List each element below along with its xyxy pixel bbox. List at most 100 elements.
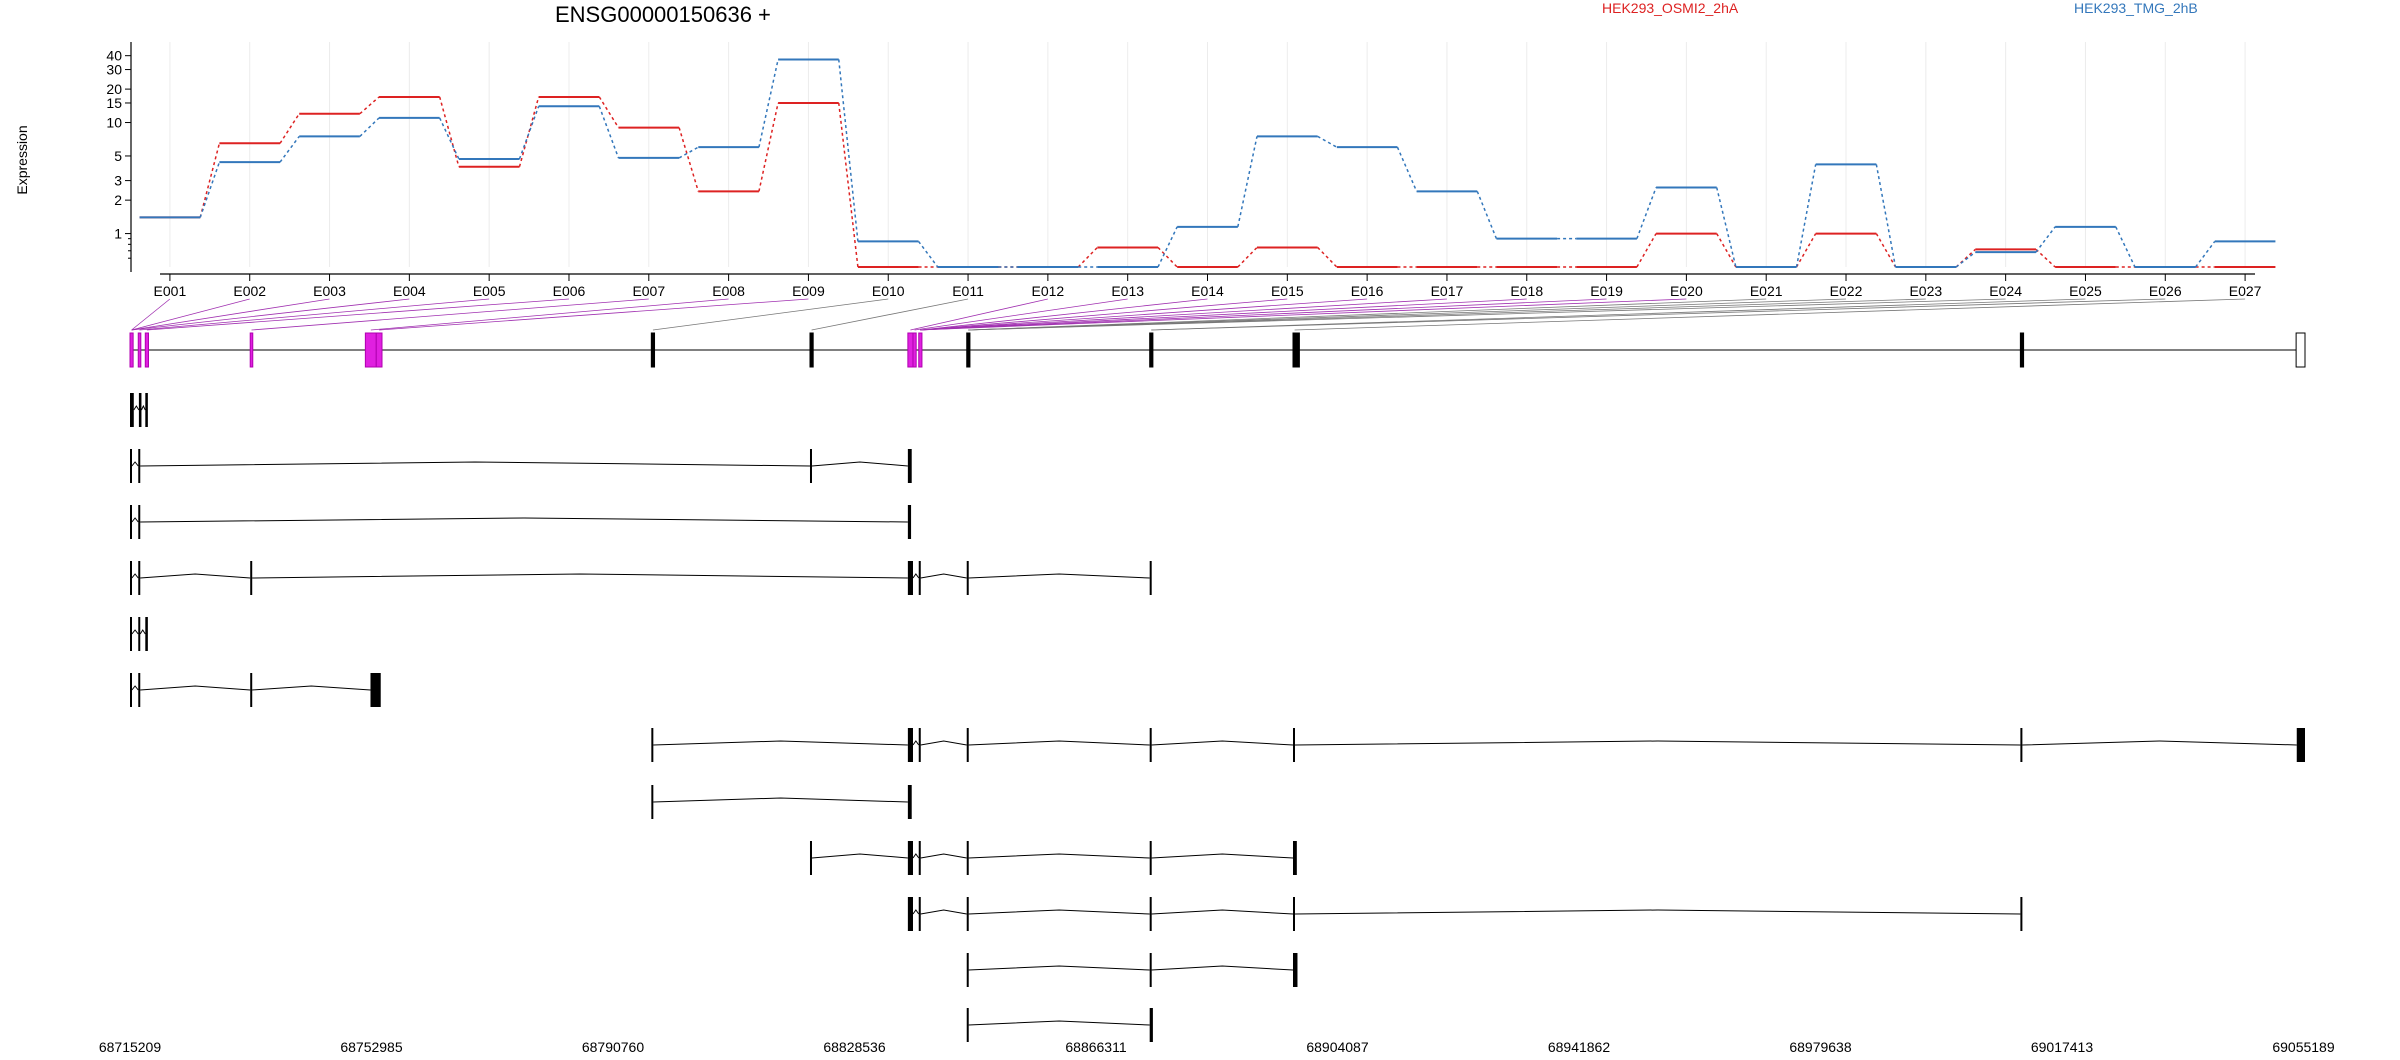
exon-box xyxy=(809,332,814,368)
intron-line xyxy=(131,629,139,635)
transcript-exon xyxy=(918,728,921,762)
series-connector xyxy=(518,106,540,160)
exon-box xyxy=(1295,332,1300,368)
transcript-exon xyxy=(130,449,132,483)
transcript-exon xyxy=(907,897,913,931)
x-tick-label: E025 xyxy=(2069,283,2102,299)
intron-line xyxy=(141,404,146,411)
intron-line xyxy=(968,1020,1150,1026)
x-tick-label: E012 xyxy=(1032,283,1065,299)
series-connector xyxy=(1476,191,1498,239)
transcript-exon xyxy=(250,673,253,707)
transcript-row xyxy=(809,841,1297,875)
genomic-coordinate-label: 68979638 xyxy=(1789,1039,1852,1055)
intron-line xyxy=(131,461,139,467)
exon-connector xyxy=(920,298,1527,331)
series-connector xyxy=(1237,246,1258,268)
intron-line xyxy=(131,517,139,523)
exon-connector xyxy=(1294,298,2246,331)
exon-box xyxy=(966,332,971,368)
series-connector xyxy=(2115,226,2136,268)
transcript-row xyxy=(130,673,381,707)
x-tick-label: E008 xyxy=(712,283,745,299)
transcript-exon xyxy=(651,785,654,819)
transcript-exon xyxy=(138,449,141,483)
intron-line xyxy=(2022,740,2297,746)
series-connector xyxy=(1715,187,1737,268)
y-tick-label: 30 xyxy=(106,62,122,78)
series-connector xyxy=(1636,187,1657,239)
exon-connector xyxy=(920,298,1447,331)
series-connector xyxy=(838,59,859,242)
exon-connector xyxy=(131,298,330,331)
x-tick-label: E011 xyxy=(952,283,984,299)
intron-line xyxy=(140,685,251,691)
transcript-row xyxy=(651,785,912,819)
series-connector xyxy=(598,96,620,129)
exon-box xyxy=(144,332,149,368)
exon-connector xyxy=(139,298,490,331)
transcript-row xyxy=(966,1008,1153,1042)
transcript-exon xyxy=(130,617,132,651)
exon-connector xyxy=(811,298,969,331)
genomic-coordinate-label: 68866311 xyxy=(1065,1039,1126,1055)
x-tick-label: E024 xyxy=(1989,283,2022,299)
transcript-exon xyxy=(966,841,969,875)
transcript-exon xyxy=(966,728,969,762)
transcript-row xyxy=(130,617,148,651)
intron-line xyxy=(968,573,1150,579)
intron-line xyxy=(653,797,908,803)
transcript-exon xyxy=(966,897,969,931)
transcript-exon xyxy=(1292,953,1298,987)
series-connector xyxy=(359,117,380,137)
x-tick-label: E016 xyxy=(1351,283,1384,299)
series-2 xyxy=(139,58,2276,268)
exon-box xyxy=(912,332,917,368)
transcript-exon xyxy=(130,505,132,539)
transcript-row xyxy=(966,953,1298,987)
transcript-row xyxy=(651,728,2305,762)
y-tick-label: 40 xyxy=(106,48,122,64)
transcript-exon xyxy=(966,1008,969,1042)
exon-connector xyxy=(370,298,729,331)
x-tick-label: E026 xyxy=(2149,283,2182,299)
y-tick-label: 1 xyxy=(114,226,122,242)
intron-line xyxy=(968,853,1150,859)
y-tick-label: 15 xyxy=(106,95,122,111)
series-connector xyxy=(438,96,460,167)
y-tick-label: 2 xyxy=(114,192,122,208)
intron-line xyxy=(131,573,139,579)
legend-entry-osmi2: HEK293_OSMI2_2hA xyxy=(1602,0,1739,16)
transcript-exon xyxy=(907,561,913,595)
series-connector xyxy=(279,113,300,144)
x-tick-label: E019 xyxy=(1590,283,1623,299)
series-connector xyxy=(1077,246,1098,268)
intron-line xyxy=(920,909,967,915)
exon-connector xyxy=(968,298,1847,331)
intron-line xyxy=(1151,965,1294,971)
x-tick-label: E015 xyxy=(1271,283,1304,299)
intron-line xyxy=(140,517,908,523)
series-connector xyxy=(1157,226,1178,268)
series-connector xyxy=(678,146,699,159)
transcript-exon xyxy=(966,953,969,987)
transcript-exon xyxy=(918,841,921,875)
x-tick-label: E001 xyxy=(154,283,187,299)
transcript-exon xyxy=(918,561,921,595)
exon-box xyxy=(249,332,254,368)
transcript-exon xyxy=(907,841,913,875)
transcript-exon xyxy=(145,617,148,651)
exon-connector xyxy=(968,298,2006,331)
series-connector xyxy=(2035,226,2056,253)
intron-line xyxy=(920,573,967,579)
transcript-exon xyxy=(130,393,134,427)
transcript-row xyxy=(907,897,2023,931)
series-connector xyxy=(199,143,221,218)
series-connector xyxy=(1795,233,1817,268)
series-connector xyxy=(838,102,859,268)
exon-connector xyxy=(968,298,1767,331)
exon-connector xyxy=(1151,298,2086,331)
intron-line xyxy=(811,461,908,467)
y-tick-label: 5 xyxy=(114,148,122,164)
